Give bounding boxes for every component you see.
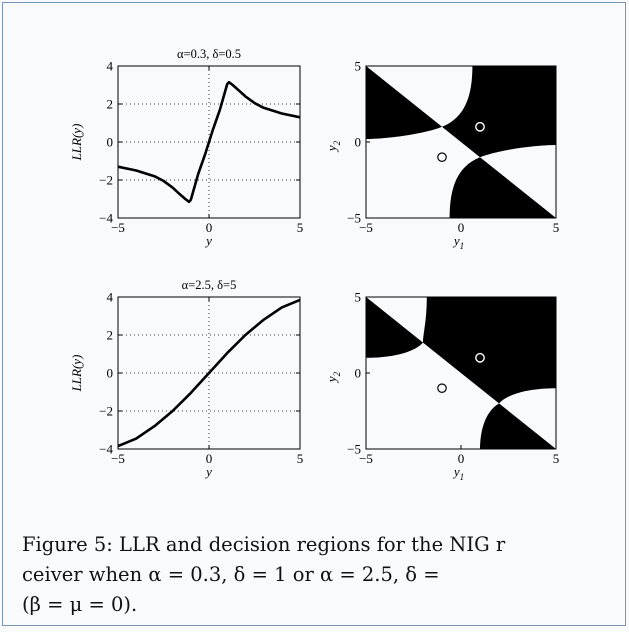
y-tick-label: −5 xyxy=(347,211,361,226)
x-axis-label-subscript: 1 xyxy=(460,472,465,482)
decision-region-fill xyxy=(366,66,442,139)
x-axis-label-text: y1 xyxy=(452,464,464,482)
x-axis-label-text: y1 xyxy=(452,233,464,251)
y-axis-label-text: y2 xyxy=(324,140,342,153)
y-tick-label: 5 xyxy=(355,290,362,305)
y-tick-label: 0 xyxy=(355,135,362,150)
x-tick-label: 0 xyxy=(206,220,213,235)
x-axis-label: y xyxy=(204,464,212,479)
figure-frame: 4 2 0 −2 −4 −5 0 5 α=0.3, δ=0.5 y LLR(y) 5 0 −5 −5 0 5 y1… xyxy=(2,2,626,626)
y-tick-label: −4 xyxy=(99,442,113,457)
x-tick-label: 5 xyxy=(553,220,560,235)
y-axis-label: LLR(y) xyxy=(69,124,84,162)
y-tick-label: 0 xyxy=(107,135,114,150)
y-axis-label: LLR(y) xyxy=(69,355,84,393)
x-tick-label: −5 xyxy=(359,220,373,235)
figure-caption: Figure 5: LLR and decision regions for t… xyxy=(22,530,629,620)
decision-region-fill xyxy=(449,157,556,218)
y-axis-label: y2 xyxy=(324,140,342,153)
signal-point-outline xyxy=(437,383,447,393)
y-tick-label: 0 xyxy=(107,366,114,381)
x-tick-label: 0 xyxy=(458,451,465,466)
y-tick-label: 4 xyxy=(107,59,114,74)
y-tick-label: −2 xyxy=(99,173,113,188)
x-tick-label: 0 xyxy=(206,451,213,466)
signal-point xyxy=(475,121,485,132)
decision-region-fill xyxy=(366,297,423,358)
decision-region-fill xyxy=(423,297,556,404)
caption-line: ceiver when α = 0.3, δ = 1 or α = 2.5, δ… xyxy=(22,563,440,586)
x-axis-label-subscript: 1 xyxy=(460,241,465,251)
y-axis-label: y2 xyxy=(324,371,342,384)
y-tick-label: 4 xyxy=(107,290,114,305)
x-tick-label: −5 xyxy=(359,451,373,466)
decision-region-fill xyxy=(442,66,556,158)
x-tick-label: 0 xyxy=(458,220,465,235)
llr-curve xyxy=(117,80,301,204)
decision-region-fill xyxy=(480,403,556,449)
signal-point xyxy=(475,352,485,363)
y-tick-label: 5 xyxy=(355,59,362,74)
panel-title: α=0.3, δ=0.5 xyxy=(177,47,241,61)
caption-line: (β = μ = 0). xyxy=(22,593,138,616)
signal-point-outline xyxy=(437,152,447,162)
x-axis-label: y xyxy=(204,233,212,248)
x-tick-label: 5 xyxy=(297,451,304,466)
x-tick-label: −5 xyxy=(111,451,125,466)
llr-curve xyxy=(117,298,301,448)
y-tick-label: −5 xyxy=(347,442,361,457)
x-axis-label: y1 xyxy=(452,233,464,251)
y-axis-label-subscript: 2 xyxy=(332,140,342,145)
x-tick-label: 5 xyxy=(297,220,304,235)
y-axis-label-subscript: 2 xyxy=(332,371,342,376)
y-tick-label: −2 xyxy=(99,404,113,419)
y-tick-label: 2 xyxy=(107,97,114,112)
y-tick-label: −4 xyxy=(99,211,113,226)
x-axis-label: y1 xyxy=(452,464,464,482)
panel-title: α=2.5, δ=5 xyxy=(182,278,237,292)
y-axis-label-text: y2 xyxy=(324,371,342,384)
caption-line: Figure 5: LLR and decision regions for t… xyxy=(22,533,506,556)
y-tick-label: 2 xyxy=(107,328,114,343)
y-tick-label: 0 xyxy=(355,366,362,381)
x-tick-label: 5 xyxy=(553,451,560,466)
x-tick-label: −5 xyxy=(111,220,125,235)
